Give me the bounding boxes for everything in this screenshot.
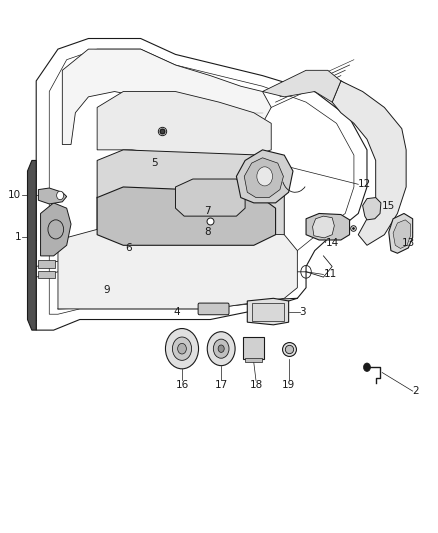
Polygon shape	[313, 216, 334, 238]
Polygon shape	[389, 214, 413, 253]
Text: 15: 15	[382, 200, 396, 211]
Text: 14: 14	[325, 238, 339, 248]
FancyBboxPatch shape	[252, 303, 284, 320]
Text: 5: 5	[152, 158, 158, 168]
FancyBboxPatch shape	[198, 303, 229, 315]
Circle shape	[213, 339, 229, 358]
Polygon shape	[237, 150, 293, 203]
Text: 1: 1	[14, 232, 21, 243]
Circle shape	[173, 337, 191, 360]
FancyBboxPatch shape	[39, 271, 55, 278]
Circle shape	[166, 328, 198, 369]
Polygon shape	[363, 198, 381, 220]
Polygon shape	[97, 92, 271, 160]
Text: 19: 19	[282, 381, 295, 391]
Circle shape	[178, 343, 186, 354]
Polygon shape	[41, 203, 71, 256]
Polygon shape	[247, 298, 289, 325]
Polygon shape	[176, 179, 245, 216]
Text: 11: 11	[323, 270, 337, 279]
Circle shape	[257, 167, 272, 186]
Text: 6: 6	[125, 243, 132, 253]
Text: 4: 4	[173, 306, 180, 317]
Text: 13: 13	[402, 238, 415, 248]
Polygon shape	[39, 188, 67, 204]
Polygon shape	[262, 70, 341, 102]
Text: 16: 16	[175, 381, 189, 391]
Text: 10: 10	[8, 190, 21, 200]
Text: 7: 7	[204, 206, 210, 216]
Circle shape	[207, 332, 235, 366]
Text: 3: 3	[300, 306, 306, 317]
Polygon shape	[97, 150, 284, 245]
Polygon shape	[393, 220, 410, 248]
Text: 18: 18	[249, 381, 263, 391]
Polygon shape	[306, 214, 350, 240]
Circle shape	[57, 191, 64, 200]
FancyBboxPatch shape	[245, 358, 261, 362]
Text: 2: 2	[413, 386, 419, 396]
Polygon shape	[332, 81, 406, 245]
Circle shape	[364, 363, 371, 372]
FancyBboxPatch shape	[243, 337, 264, 359]
Text: 9: 9	[104, 285, 110, 295]
Text: 8: 8	[204, 227, 210, 237]
Text: 17: 17	[215, 381, 228, 391]
Text: 12: 12	[358, 179, 371, 189]
Polygon shape	[62, 49, 271, 144]
Polygon shape	[97, 187, 276, 245]
Circle shape	[218, 345, 224, 352]
Polygon shape	[244, 158, 283, 198]
Polygon shape	[58, 229, 297, 309]
FancyBboxPatch shape	[39, 260, 55, 268]
Polygon shape	[28, 160, 36, 330]
